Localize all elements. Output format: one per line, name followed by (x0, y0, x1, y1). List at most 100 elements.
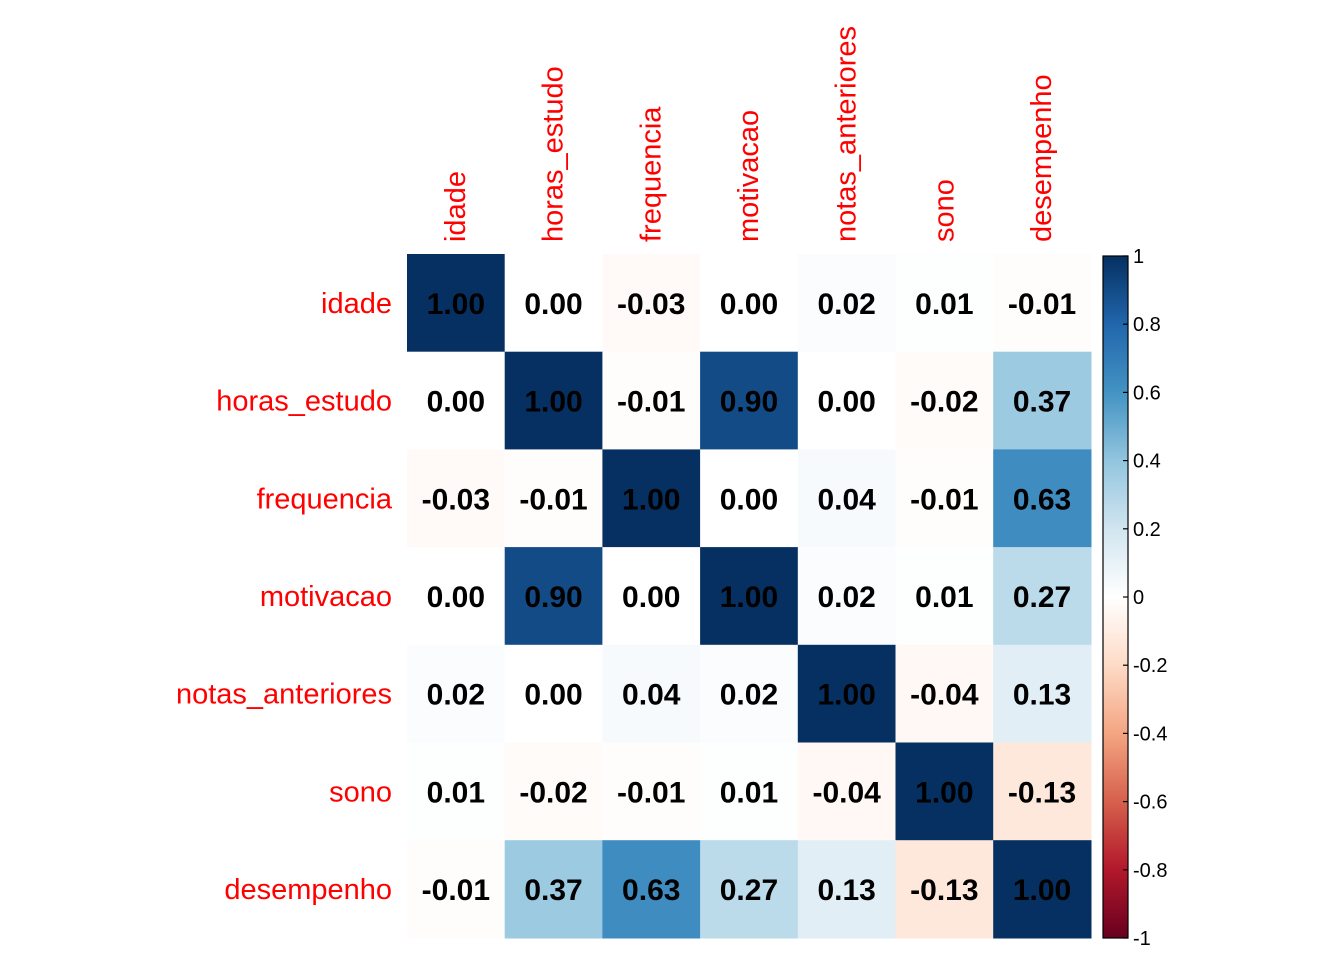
column-label-horas_estudo: horas_estudo (538, 66, 570, 242)
cell-value: -0.03 (617, 288, 685, 321)
cell-value: 0.00 (720, 288, 778, 321)
cell-notas_anteriores-horas_estudo (504, 644, 603, 744)
cell-idade-sono (895, 254, 994, 353)
cell-idade-horas_estudo (504, 254, 603, 353)
color-legend-tick-label: -0.6 (1133, 792, 1167, 814)
cell-notas_anteriores-motivacao (700, 644, 799, 744)
cell-horas_estudo-horas_estudo (504, 351, 603, 450)
cell-sono-motivacao (700, 742, 799, 841)
color-legend-tick-label: 0.4 (1133, 451, 1161, 473)
color-legend-tick-label: 0 (1133, 587, 1144, 609)
cell-value: 0.04 (817, 483, 876, 516)
cell-value: 0.37 (524, 874, 582, 907)
cell-value: 0.13 (817, 874, 875, 907)
cell-value: -0.01 (910, 483, 978, 516)
cell-value: 0.00 (524, 288, 582, 321)
cell-value: 0.37 (1013, 386, 1071, 419)
color-legend-tick-label: -0.8 (1133, 860, 1167, 882)
cell-value: -0.01 (617, 386, 685, 419)
row-label-sono: sono (329, 776, 392, 808)
cell-value: 1.00 (622, 483, 680, 516)
cell-sono-sono (895, 742, 994, 841)
cell-notas_anteriores-frequencia (602, 644, 701, 744)
cell-value: 1.00 (427, 288, 485, 321)
cell-value: -0.13 (910, 874, 978, 907)
cell-value: 0.00 (622, 581, 680, 614)
cell-value: 0.02 (817, 288, 875, 321)
cell-value: -0.04 (910, 679, 979, 712)
cell-idade-notas_anteriores (797, 254, 897, 353)
cell-value: 0.00 (720, 483, 778, 516)
cell-value: 0.02 (427, 679, 485, 712)
color-legend: 1 0.8 0.6 0.4 0.2 0 -0.2 -0.4 -0.6 -0.8 -1 (1102, 246, 1167, 950)
cell-horas_estudo-notas_anteriores (797, 351, 897, 450)
row-label-desempenho: desempenho (224, 874, 392, 906)
cell-horas_estudo-motivacao (700, 351, 799, 450)
cell-value: 0.90 (524, 581, 582, 614)
cell-values: 1.00 0.00 -0.03 0.00 0.02 0.01 -0.01 0.00 1.00 -0… (422, 288, 1077, 907)
cell-value: 0.13 (1013, 679, 1071, 712)
row-label-notas_anteriores: notas_anteriores (176, 679, 392, 711)
cell-value: 0.01 (427, 776, 485, 809)
cell-frequencia-idade (407, 449, 506, 548)
cell-frequencia-motivacao (700, 449, 799, 548)
column-label-sono: sono (928, 179, 960, 242)
cell-value: -0.02 (519, 776, 587, 809)
cell-value: 0.01 (720, 776, 778, 809)
cell-motivacao-motivacao (700, 547, 799, 646)
row-label-horas_estudo: horas_estudo (216, 386, 392, 418)
cell-value: 0.00 (427, 386, 485, 419)
cell-value: 1.00 (915, 776, 973, 809)
cell-idade-desempenho (993, 254, 1092, 353)
color-legend-tick-label: -0.4 (1133, 723, 1167, 745)
cell-frequencia-sono (895, 449, 994, 548)
cell-value: 1.00 (720, 581, 778, 614)
cell-value: 0.27 (720, 874, 778, 907)
cell-value: 1.00 (1013, 874, 1071, 907)
cell-value: -0.01 (1008, 288, 1076, 321)
color-legend-tick-label: 1 (1133, 246, 1144, 268)
cell-desempenho-frequencia (602, 840, 701, 939)
cell-value: -0.04 (812, 776, 881, 809)
column-label-motivacao: motivacao (733, 110, 765, 242)
cell-motivacao-frequencia (602, 547, 701, 646)
cell-sono-frequencia (602, 742, 701, 841)
cell-notas_anteriores-sono (895, 644, 994, 744)
cell-idade-motivacao (700, 254, 799, 353)
cell-sono-horas_estudo (504, 742, 603, 841)
heatmap-cells (407, 254, 1092, 939)
cell-frequencia-horas_estudo (504, 449, 603, 548)
cell-value: 1.00 (817, 679, 875, 712)
cell-motivacao-sono (895, 547, 994, 646)
column-label-notas_anteriores: notas_anteriores (831, 26, 863, 242)
cell-frequencia-frequencia (602, 449, 701, 548)
cell-motivacao-desempenho (993, 547, 1092, 646)
column-label-frequencia: frequencia (635, 106, 667, 242)
cell-horas_estudo-sono (895, 351, 994, 450)
cell-value: 0.01 (915, 288, 973, 321)
column-label-desempenho: desempenho (1026, 74, 1058, 242)
cell-desempenho-idade (407, 840, 506, 939)
cell-value: 1.00 (524, 386, 582, 419)
cell-sono-notas_anteriores (797, 742, 897, 841)
row-label-idade: idade (321, 288, 392, 320)
cell-desempenho-horas_estudo (504, 840, 603, 939)
cell-notas_anteriores-idade (407, 644, 506, 744)
cell-value: 0.00 (427, 581, 485, 614)
cell-horas_estudo-idade (407, 351, 506, 450)
cell-value: -0.01 (617, 776, 685, 809)
cell-desempenho-desempenho (993, 840, 1092, 939)
cell-horas_estudo-desempenho (993, 351, 1092, 450)
color-legend-tick-label: 0.2 (1133, 519, 1161, 541)
cell-frequencia-desempenho (993, 449, 1092, 548)
cell-value: -0.01 (422, 874, 490, 907)
cell-sono-idade (407, 742, 506, 841)
cell-notas_anteriores-notas_anteriores (797, 644, 897, 744)
color-legend-tick-label: 0.6 (1133, 382, 1161, 404)
cell-motivacao-horas_estudo (504, 547, 603, 646)
cell-value: -0.13 (1008, 776, 1076, 809)
cell-horas_estudo-frequencia (602, 351, 701, 450)
cell-idade-frequencia (602, 254, 701, 353)
cell-value: 0.02 (720, 679, 778, 712)
